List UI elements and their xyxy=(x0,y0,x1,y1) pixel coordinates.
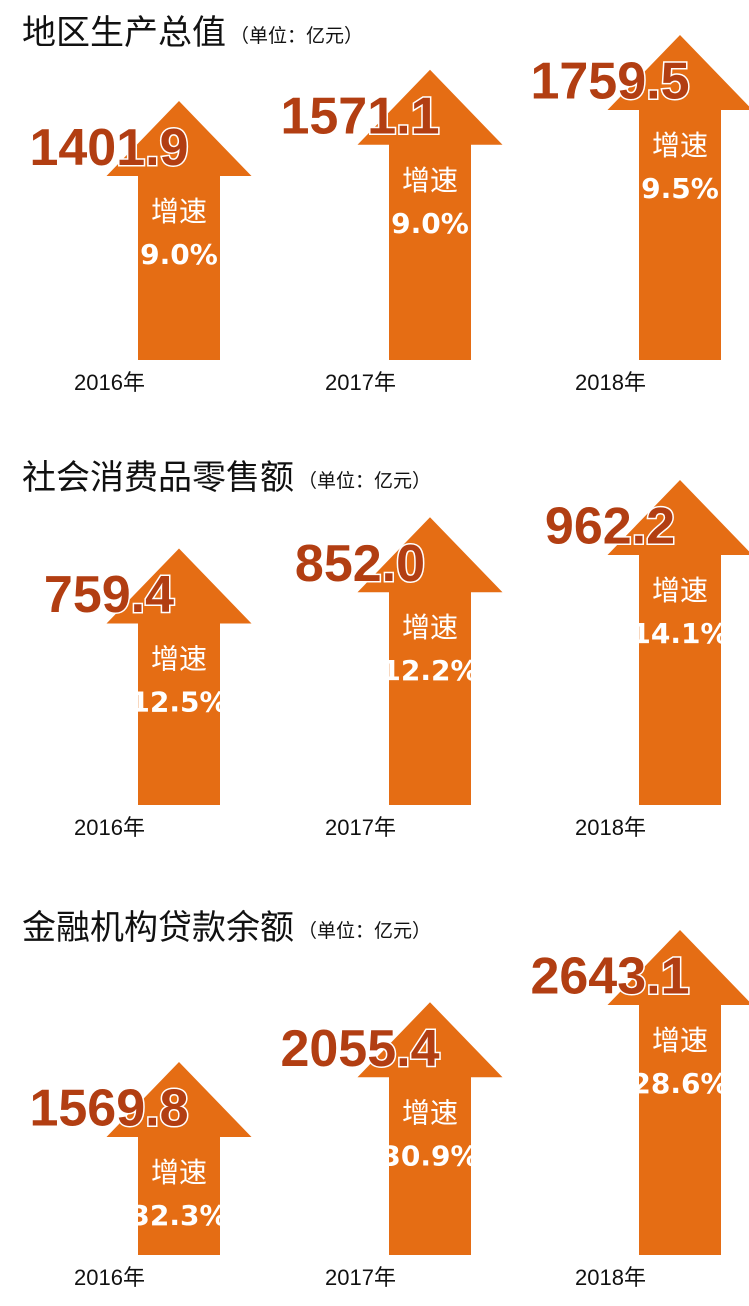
arrow-bar xyxy=(357,69,503,361)
year-label: 2017年 xyxy=(325,370,396,395)
chart-unit: （单位：亿元） xyxy=(230,25,363,47)
value-label: 1569.8 xyxy=(29,1080,188,1138)
arrow-bar xyxy=(357,517,503,805)
growth-label: 增速 xyxy=(151,642,207,675)
arrow-bar xyxy=(357,1002,503,1255)
value-label: 1401.9 xyxy=(29,119,188,177)
growth-label: 增速 xyxy=(402,611,458,644)
value-label: 962.2 xyxy=(545,498,675,556)
growth-value: 9.0% xyxy=(140,238,218,271)
value-label: 2055.4 xyxy=(280,1020,439,1078)
growth-label: 增速 xyxy=(151,1156,207,1189)
chart-unit: （单位：亿元） xyxy=(298,920,431,942)
arrow-bar xyxy=(607,930,749,1255)
growth-label: 增速 xyxy=(652,574,708,607)
arrow-bar xyxy=(106,548,252,805)
growth-value: 9.0% xyxy=(391,207,469,240)
growth-label: 增速 xyxy=(402,1096,458,1129)
year-label: 2018年 xyxy=(575,370,646,395)
year-label: 2017年 xyxy=(325,1265,396,1290)
arrow-bar xyxy=(106,101,252,360)
year-label: 2016年 xyxy=(74,1265,145,1290)
chart-title: 社会消费品零售额 xyxy=(22,458,294,498)
year-label: 2018年 xyxy=(575,1265,646,1290)
value-label: 1571.1 xyxy=(280,88,439,146)
growth-label: 增速 xyxy=(151,195,207,228)
chart-title: 地区生产总值 xyxy=(22,13,226,53)
growth-label: 增速 xyxy=(652,1024,708,1057)
arrow-bar xyxy=(607,480,749,805)
growth-value: 12.5% xyxy=(130,685,227,718)
year-label: 2016年 xyxy=(74,370,145,395)
value-label: 1759.5 xyxy=(530,53,689,111)
growth-label: 增速 xyxy=(652,129,708,162)
growth-value: 12.2% xyxy=(381,654,478,687)
growth-label: 增速 xyxy=(402,164,458,197)
growth-value: 32.3% xyxy=(130,1199,227,1232)
chart-title: 金融机构贷款余额 xyxy=(22,908,294,948)
arrow-bar xyxy=(106,1061,252,1255)
arrow-bar xyxy=(607,35,749,360)
year-label: 2018年 xyxy=(575,815,646,840)
value-label: 2643.1 xyxy=(530,948,689,1006)
chart-unit: （单位：亿元） xyxy=(298,470,431,492)
value-label: 852.0 xyxy=(295,535,425,593)
growth-value: 14.1% xyxy=(631,617,728,650)
year-label: 2017年 xyxy=(325,815,396,840)
growth-value: 9.5% xyxy=(641,172,719,205)
growth-value: 28.6% xyxy=(631,1067,728,1100)
year-label: 2016年 xyxy=(74,815,145,840)
value-label: 759.4 xyxy=(44,566,174,624)
growth-value: 30.9% xyxy=(381,1139,478,1172)
